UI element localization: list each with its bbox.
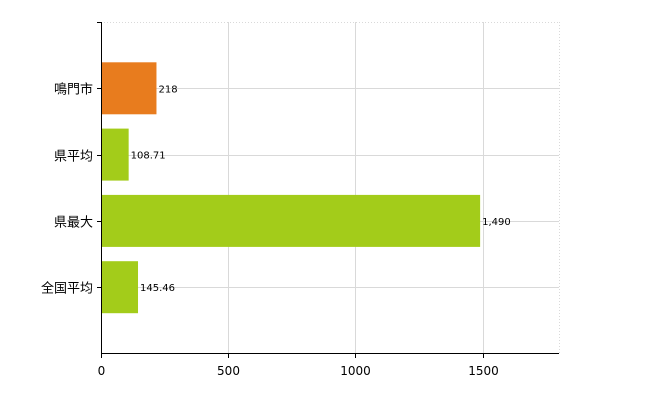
bar-2 [102, 194, 481, 247]
bar-1 [102, 128, 129, 181]
x-tick-label-500: 500 [217, 364, 240, 378]
category-label-0: 鳴門市 [54, 82, 93, 98]
x-tick-label-0: 0 [98, 364, 106, 378]
x-tick-label-1000: 1000 [340, 364, 371, 378]
bar-3 [102, 261, 139, 314]
bar-0 [102, 62, 157, 115]
data-label-2: 1,490 [482, 217, 511, 228]
category-label-1: 県平均 [54, 150, 93, 165]
data-label-0: 218 [158, 84, 177, 95]
x-tick-label-1500: 1500 [468, 364, 499, 378]
grid [101, 22, 560, 353]
axes [97, 22, 559, 358]
data-label-3: 145.46 [140, 283, 175, 294]
category-label-2: 県最大 [54, 216, 93, 231]
data-label-1: 108.71 [131, 151, 166, 162]
bars [102, 62, 481, 314]
category-label-3: 全国平均 [41, 281, 93, 297]
